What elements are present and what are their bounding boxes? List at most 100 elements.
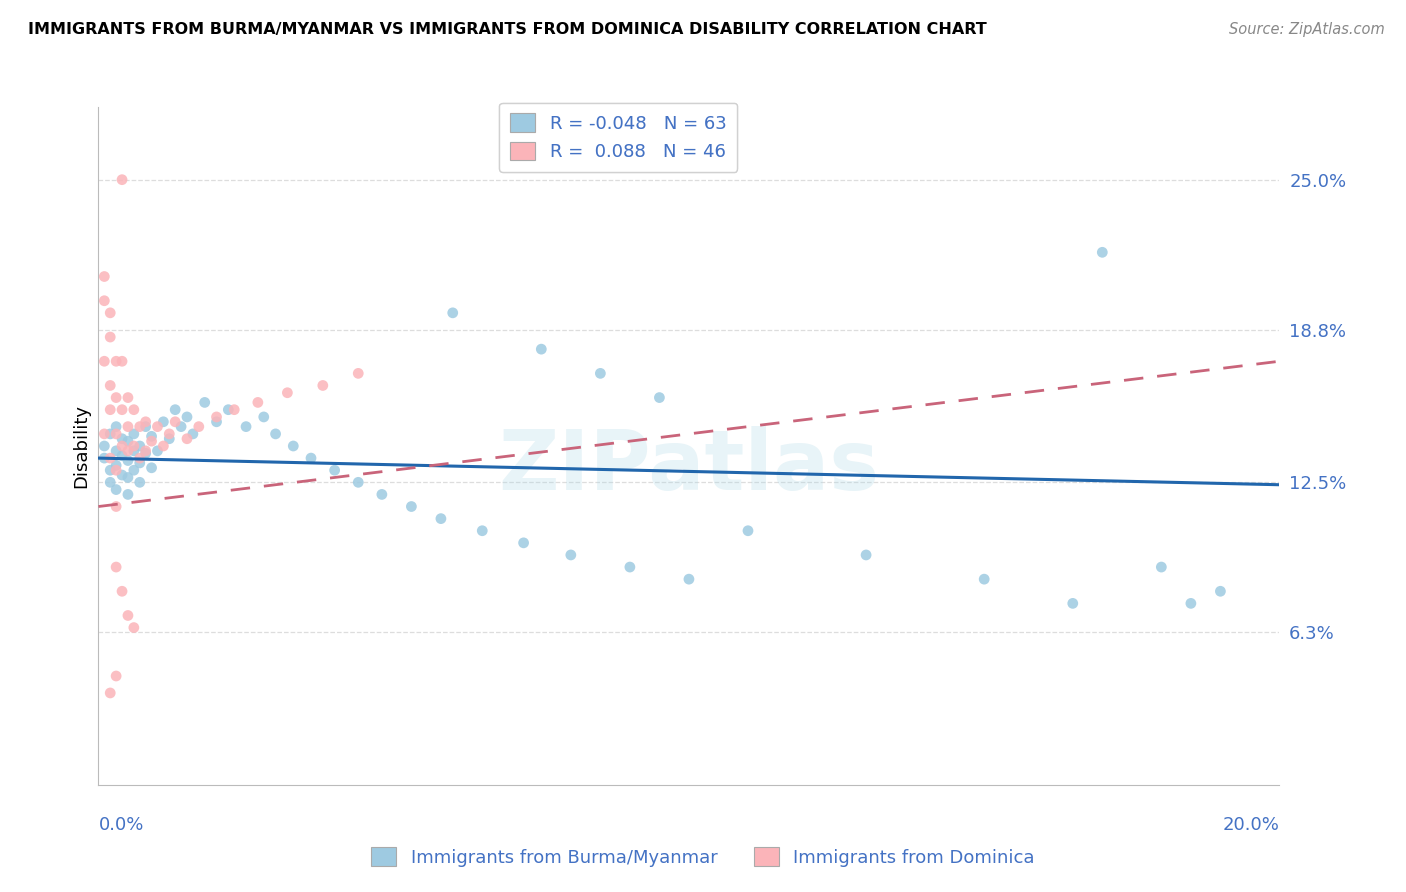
Text: IMMIGRANTS FROM BURMA/MYANMAR VS IMMIGRANTS FROM DOMINICA DISABILITY CORRELATION: IMMIGRANTS FROM BURMA/MYANMAR VS IMMIGRA…: [28, 22, 987, 37]
Point: [276, 385, 298, 400]
Point: [323, 463, 346, 477]
Text: ZIPatlas: ZIPatlas: [499, 425, 879, 507]
Point: [283, 439, 305, 453]
Point: [93, 269, 115, 284]
Point: [117, 453, 139, 467]
Point: [105, 391, 128, 405]
Point: [194, 395, 217, 409]
Legend: R = -0.048   N = 63, R =  0.088   N = 46: R = -0.048 N = 63, R = 0.088 N = 46: [499, 103, 737, 172]
Point: [165, 415, 187, 429]
Point: [141, 434, 163, 449]
Point: [152, 415, 174, 429]
Point: [93, 426, 115, 441]
Point: [117, 391, 139, 405]
Point: [1180, 596, 1202, 610]
Point: [128, 475, 150, 490]
Point: [117, 434, 139, 449]
Point: [855, 548, 877, 562]
Point: [187, 419, 209, 434]
Point: [105, 669, 128, 683]
Point: [589, 367, 612, 381]
Point: [141, 429, 163, 443]
Point: [117, 470, 139, 484]
Legend: Immigrants from Burma/Myanmar, Immigrants from Dominica: Immigrants from Burma/Myanmar, Immigrant…: [364, 840, 1042, 874]
Text: 20.0%: 20.0%: [1223, 816, 1279, 834]
Point: [176, 409, 198, 424]
Point: [122, 443, 145, 458]
Point: [152, 439, 174, 453]
Point: [105, 500, 128, 514]
Point: [111, 354, 134, 368]
Point: [128, 419, 150, 434]
Point: [98, 330, 121, 344]
Point: [135, 415, 157, 429]
Point: [105, 458, 128, 473]
Point: [471, 524, 494, 538]
Point: [235, 419, 257, 434]
Point: [146, 419, 169, 434]
Point: [1209, 584, 1232, 599]
Point: [530, 342, 553, 356]
Point: [122, 621, 145, 635]
Point: [105, 560, 128, 574]
Point: [347, 475, 370, 490]
Point: [560, 548, 582, 562]
Point: [93, 354, 115, 368]
Point: [122, 402, 145, 417]
Y-axis label: Disability: Disability: [72, 404, 90, 488]
Point: [117, 487, 139, 501]
Point: [157, 426, 180, 441]
Point: [117, 608, 139, 623]
Point: [122, 463, 145, 477]
Point: [648, 391, 671, 405]
Point: [111, 584, 134, 599]
Point: [98, 378, 121, 392]
Point: [135, 419, 157, 434]
Point: [111, 172, 134, 186]
Point: [111, 468, 134, 483]
Point: [347, 367, 370, 381]
Point: [105, 426, 128, 441]
Point: [401, 500, 423, 514]
Point: [93, 293, 115, 308]
Point: [441, 306, 464, 320]
Point: [253, 409, 276, 424]
Text: 0.0%: 0.0%: [98, 816, 143, 834]
Point: [512, 536, 534, 550]
Text: Source: ZipAtlas.com: Source: ZipAtlas.com: [1229, 22, 1385, 37]
Point: [1062, 596, 1084, 610]
Point: [1150, 560, 1173, 574]
Point: [619, 560, 641, 574]
Point: [176, 432, 198, 446]
Point: [170, 419, 193, 434]
Point: [128, 439, 150, 453]
Point: [122, 439, 145, 453]
Point: [105, 463, 128, 477]
Point: [98, 402, 121, 417]
Point: [98, 686, 121, 700]
Point: [93, 439, 115, 453]
Point: [98, 451, 121, 466]
Point: [737, 524, 759, 538]
Point: [93, 451, 115, 466]
Point: [430, 511, 453, 525]
Point: [165, 402, 187, 417]
Point: [205, 415, 228, 429]
Point: [371, 487, 394, 501]
Point: [111, 449, 134, 463]
Point: [105, 419, 128, 434]
Point: [678, 572, 700, 586]
Point: [105, 443, 128, 458]
Point: [146, 443, 169, 458]
Point: [217, 402, 239, 417]
Point: [117, 443, 139, 458]
Point: [98, 306, 121, 320]
Point: [973, 572, 995, 586]
Point: [135, 443, 157, 458]
Point: [105, 354, 128, 368]
Point: [205, 409, 228, 424]
Point: [98, 463, 121, 477]
Point: [181, 426, 204, 441]
Point: [299, 451, 322, 466]
Point: [312, 378, 335, 392]
